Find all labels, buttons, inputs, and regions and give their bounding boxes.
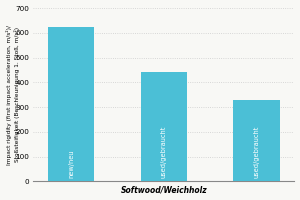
Text: used/gebraucht: used/gebraucht [254,125,260,178]
Bar [233,100,280,181]
Text: used/gebraucht: used/gebraucht [161,125,167,178]
Text: new/neu: new/neu [68,149,74,178]
Bar [48,27,94,181]
Bar [141,72,187,181]
X-axis label: Softwood/Weichholz: Softwood/Weichholz [121,185,207,194]
Y-axis label: Impact rigidity (first impact acceleration, m/s²)/
Stoßsteifigkeit (Beschleunigu: Impact rigidity (first impact accelerati… [6,25,20,165]
